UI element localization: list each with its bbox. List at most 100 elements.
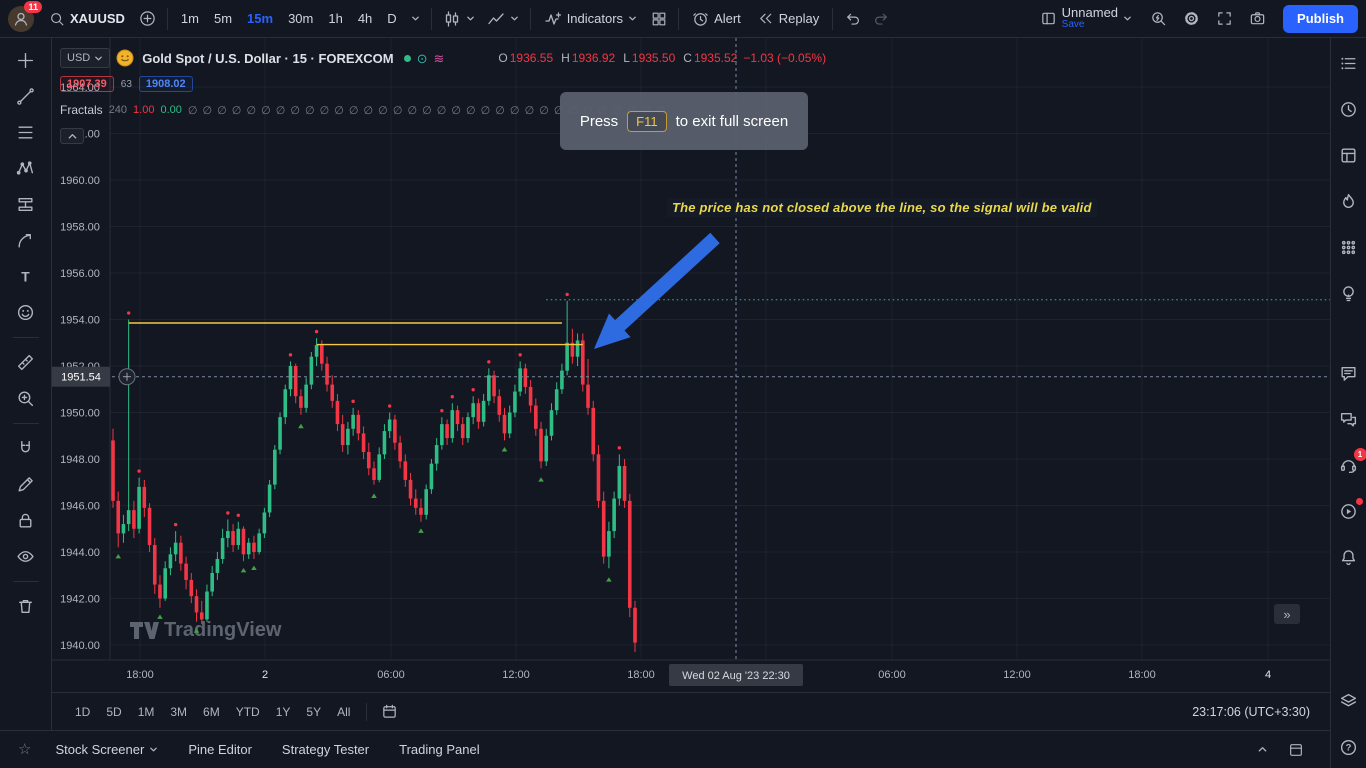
- fib-tool-button[interactable]: [7, 116, 45, 149]
- annotation-arrow[interactable]: [594, 232, 720, 349]
- separator: [529, 7, 531, 30]
- eye-tool-button[interactable]: [7, 540, 45, 573]
- crosshair-tool-button[interactable]: [7, 44, 45, 77]
- svg-text:1951.54: 1951.54: [61, 372, 101, 384]
- ideas-button[interactable]: [1338, 282, 1360, 304]
- hotlists-button[interactable]: [1338, 190, 1360, 212]
- indicators-button[interactable]: Indicators: [537, 5, 644, 33]
- line-style-button[interactable]: [482, 5, 524, 33]
- magnet-tool-button[interactable]: [7, 432, 45, 465]
- clock[interactable]: 23:17:06 (UTC+3:30): [1186, 704, 1316, 720]
- favorites-star-icon[interactable]: ☆: [10, 740, 39, 759]
- redo-button[interactable]: [868, 5, 895, 33]
- tab-stock-screener[interactable]: Stock Screener: [47, 738, 166, 761]
- line-chart-icon: [487, 10, 505, 28]
- f11-key: F11: [627, 110, 667, 132]
- price-chart[interactable]: TradingView1964.001962.001960.001958.001…: [52, 38, 1330, 692]
- zoom-tool-button[interactable]: [7, 382, 45, 415]
- lock-tool-button[interactable]: [7, 504, 45, 537]
- range-ytd[interactable]: YTD: [229, 702, 267, 722]
- timeframe-D[interactable]: D: [380, 6, 403, 31]
- crosshair-add-button[interactable]: [118, 368, 136, 386]
- quote-status-icon[interactable]: ≋: [433, 50, 445, 66]
- text-tool-button[interactable]: T: [7, 260, 45, 293]
- go-to-date-button[interactable]: [376, 701, 403, 722]
- replay-icon: [757, 10, 774, 27]
- chart-type-button[interactable]: [438, 5, 480, 33]
- streams-button[interactable]: [1338, 498, 1363, 522]
- chart-region[interactable]: TradingView1964.001962.001960.001958.001…: [52, 38, 1330, 692]
- range-5y[interactable]: 5Y: [299, 702, 328, 722]
- forecast-tool-button[interactable]: [7, 224, 45, 257]
- screenshot-button[interactable]: [1244, 5, 1271, 33]
- svg-text:T: T: [21, 269, 30, 284]
- timeframe-15m[interactable]: 15m: [240, 6, 280, 31]
- symbol-search-button[interactable]: XAUUSD: [42, 5, 132, 33]
- svg-text:Wed 02 Aug '23 22:30: Wed 02 Aug '23 22:30: [682, 670, 790, 682]
- alert-button[interactable]: Alert: [685, 5, 748, 33]
- separator: [166, 7, 168, 30]
- object-tree-button[interactable]: [1338, 690, 1360, 712]
- data-status-icon[interactable]: ⊙: [416, 50, 428, 66]
- tab-strategy-tester[interactable]: Strategy Tester: [274, 738, 377, 761]
- alerts-clock-button[interactable]: [1338, 98, 1360, 120]
- timeframe-30m[interactable]: 30m: [281, 6, 320, 31]
- range-6m[interactable]: 6M: [196, 702, 227, 722]
- annotation-text[interactable]: The price has not closed above the line,…: [667, 198, 1097, 217]
- interval-menu-button[interactable]: [406, 5, 425, 33]
- ruler-tool-button[interactable]: [7, 346, 45, 379]
- symbol-title[interactable]: Gold Spot / U.S. Dollar · 15 · FOREXCOM: [142, 50, 394, 66]
- range-1m[interactable]: 1M: [131, 702, 162, 722]
- bell-button[interactable]: [1338, 546, 1360, 568]
- timeframes: 1m 5m 15m 30m 1h 4h D: [174, 6, 404, 31]
- timeframe-5m[interactable]: 5m: [207, 6, 239, 31]
- xabcd-tool-button[interactable]: [7, 152, 45, 185]
- timeframe-1h[interactable]: 1h: [321, 6, 349, 31]
- trash-tool-button[interactable]: [7, 590, 45, 623]
- fullscreen-toast: Press F11 to exit full screen: [560, 92, 808, 150]
- publish-button[interactable]: Publish: [1283, 4, 1358, 33]
- range-all[interactable]: All: [330, 702, 357, 722]
- conversations-button[interactable]: [1338, 408, 1360, 430]
- replay-button[interactable]: Replay: [750, 5, 826, 33]
- trendline-tool-button[interactable]: [7, 80, 45, 113]
- fractal-down-marker: [298, 423, 304, 429]
- bottom-toolbar: 1D 5D 1M 3M 6M YTD 1Y 5Y All 23:17:06 (UTC+3:30): [52, 692, 1330, 730]
- chat-button[interactable]: [1338, 362, 1360, 384]
- layout-menu-button[interactable]: Unnamed Save: [1033, 5, 1139, 33]
- show-hidden-panel-button[interactable]: »: [1274, 604, 1300, 624]
- draw-tool-button[interactable]: [7, 468, 45, 501]
- emoji-tool-button[interactable]: [7, 296, 45, 329]
- compare-add-symbol-button[interactable]: [134, 5, 161, 33]
- watchlist-button[interactable]: [1338, 52, 1360, 74]
- fractal-up-marker: [351, 399, 355, 404]
- calendar-dots-button[interactable]: [1338, 236, 1360, 258]
- tab-pine-editor[interactable]: Pine Editor: [180, 738, 260, 761]
- calendar-dots-icon: [1339, 238, 1358, 257]
- help-button[interactable]: ?: [1338, 736, 1360, 758]
- legend-collapse-button[interactable]: [60, 128, 84, 144]
- range-3m[interactable]: 3M: [163, 702, 194, 722]
- panel-expand-button[interactable]: [1255, 742, 1270, 757]
- indicator-name[interactable]: Fractals: [60, 103, 103, 117]
- svg-text:18:00: 18:00: [1128, 669, 1156, 681]
- user-avatar[interactable]: 11: [8, 0, 42, 32]
- fractal-down-marker: [240, 567, 247, 573]
- settings-button[interactable]: [1178, 5, 1205, 33]
- templates-button[interactable]: [1338, 144, 1360, 166]
- panel-maximize-button[interactable]: [1286, 740, 1306, 760]
- range-5d[interactable]: 5D: [99, 702, 128, 722]
- undo-button[interactable]: [839, 5, 866, 33]
- ohlc-pair: O 1936.55: [498, 51, 554, 65]
- layout-templates-button[interactable]: [646, 5, 672, 33]
- tab-trading-panel[interactable]: Trading Panel: [391, 738, 487, 761]
- range-1d[interactable]: 1D: [68, 702, 97, 722]
- currency-selector[interactable]: USD: [60, 48, 111, 68]
- fullscreen-button[interactable]: [1211, 5, 1238, 33]
- support-button[interactable]: 1: [1338, 448, 1366, 476]
- timeframe-4h[interactable]: 4h: [351, 6, 379, 31]
- position-tool-button[interactable]: [7, 188, 45, 221]
- timeframe-1m[interactable]: 1m: [174, 6, 206, 31]
- quick-search-button[interactable]: [1145, 5, 1172, 33]
- range-1y[interactable]: 1Y: [269, 702, 298, 722]
